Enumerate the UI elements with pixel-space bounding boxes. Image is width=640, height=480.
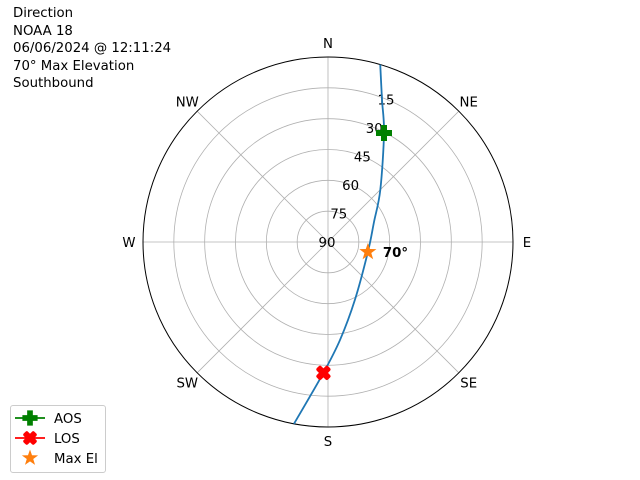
aos-marker bbox=[22, 410, 38, 426]
los-marker-bar bbox=[23, 431, 37, 445]
max-elevation-label: 70° bbox=[383, 246, 408, 261]
radial-tick-label: 45 bbox=[354, 151, 371, 166]
grid-spoke bbox=[196, 241, 329, 374]
title-line: 70° Max Elevation bbox=[13, 58, 135, 74]
direction-label: S bbox=[324, 435, 332, 450]
satellite-track bbox=[293, 64, 385, 425]
radial-tick-label: 90 bbox=[319, 236, 336, 251]
radial-tick-label: 75 bbox=[330, 208, 347, 223]
direction-label: NW bbox=[176, 95, 199, 110]
aos-marker bbox=[375, 125, 392, 142]
direction-label: W bbox=[122, 236, 135, 251]
legend: AOS LOS Max El bbox=[10, 405, 106, 473]
direction-label: SE bbox=[460, 377, 477, 392]
direction-label: NE bbox=[460, 95, 478, 110]
los-marker bbox=[316, 365, 331, 380]
radial-tick-label: 15 bbox=[378, 94, 395, 109]
grid-spoke bbox=[327, 110, 460, 243]
title-line: Southbound bbox=[13, 76, 94, 91]
title-line: 06/06/2024 @ 12:11:24 bbox=[13, 41, 172, 56]
radial-tick-label: 60 bbox=[342, 179, 359, 194]
max-el-marker bbox=[21, 449, 39, 465]
outer-circle bbox=[142, 56, 514, 428]
legend-label: Max El bbox=[54, 452, 98, 467]
direction-label: E bbox=[523, 236, 531, 251]
grid-spoke bbox=[327, 241, 460, 374]
grid-spoke bbox=[196, 110, 329, 243]
legend-label: AOS bbox=[54, 412, 82, 427]
title-line: NOAA 18 bbox=[13, 23, 73, 39]
title-line: Direction bbox=[13, 6, 74, 21]
direction-label: N bbox=[323, 37, 333, 52]
max-el-marker bbox=[359, 242, 377, 260]
legend-label: LOS bbox=[54, 432, 80, 447]
chart-title: Direction NOAA 18 06/06/2024 @ 12:11:24 … bbox=[13, 5, 171, 93]
direction-label: SW bbox=[176, 377, 198, 392]
los-marker-bar bbox=[316, 365, 331, 380]
los-marker bbox=[23, 431, 37, 445]
